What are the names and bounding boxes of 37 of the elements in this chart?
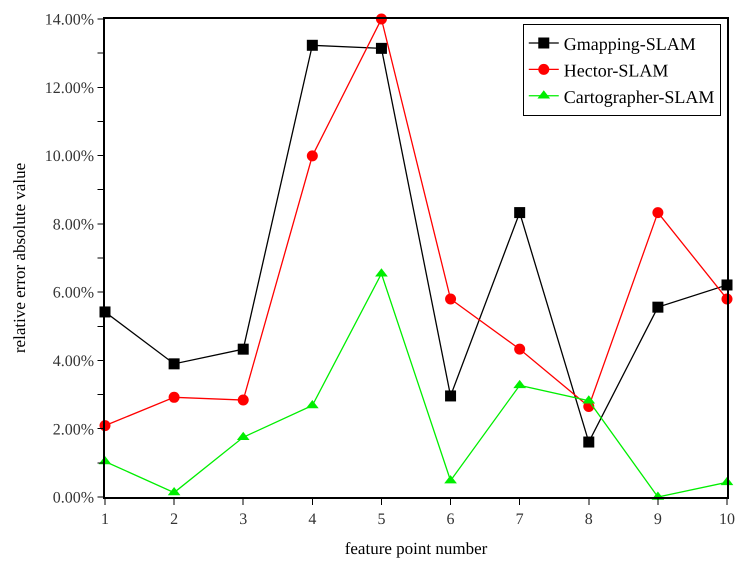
y-tick-label: 4.00% bbox=[52, 353, 94, 370]
point bbox=[445, 293, 456, 304]
x-tick-label: 9 bbox=[654, 510, 662, 528]
point bbox=[652, 207, 664, 218]
x-tick-label: 10 bbox=[719, 510, 735, 528]
y-tick-label: 8.00% bbox=[52, 216, 94, 234]
point bbox=[168, 392, 180, 403]
legend-label: Hector-SLAM bbox=[564, 60, 668, 80]
point bbox=[514, 344, 526, 355]
x-tick-label: 7 bbox=[516, 510, 524, 528]
point bbox=[306, 150, 318, 162]
point bbox=[168, 358, 180, 370]
point bbox=[583, 436, 594, 448]
y-tick-label: 0.00% bbox=[52, 490, 94, 507]
x-tick-label: 3 bbox=[239, 510, 248, 528]
x-tick-label: 8 bbox=[584, 510, 593, 528]
y-tick-label: 6.00% bbox=[52, 284, 94, 302]
legend-label: Cartographer-SLAM bbox=[564, 86, 714, 107]
x-tick-label: 2 bbox=[170, 510, 178, 528]
y-tick-label: 12.00% bbox=[44, 80, 94, 97]
point bbox=[445, 390, 456, 402]
legend-label: Gmapping-SLAM bbox=[564, 34, 696, 54]
point bbox=[306, 40, 318, 51]
x-tick-label: 6 bbox=[446, 510, 455, 528]
x-axis-title: feature point number bbox=[344, 538, 488, 558]
point bbox=[514, 207, 526, 218]
y-tick-label: 10.00% bbox=[44, 148, 94, 166]
x-tick-label: 5 bbox=[377, 510, 386, 528]
point bbox=[376, 42, 387, 54]
point bbox=[238, 394, 249, 406]
point bbox=[652, 302, 664, 313]
y-tick-label: 2.00% bbox=[52, 421, 94, 438]
x-tick-label: 1 bbox=[101, 510, 109, 528]
y-axis-title: relative error absolute value bbox=[10, 162, 29, 354]
point bbox=[238, 344, 249, 355]
y-tick-label: 14.00% bbox=[44, 12, 94, 29]
x-tick-label: 4 bbox=[308, 510, 316, 528]
